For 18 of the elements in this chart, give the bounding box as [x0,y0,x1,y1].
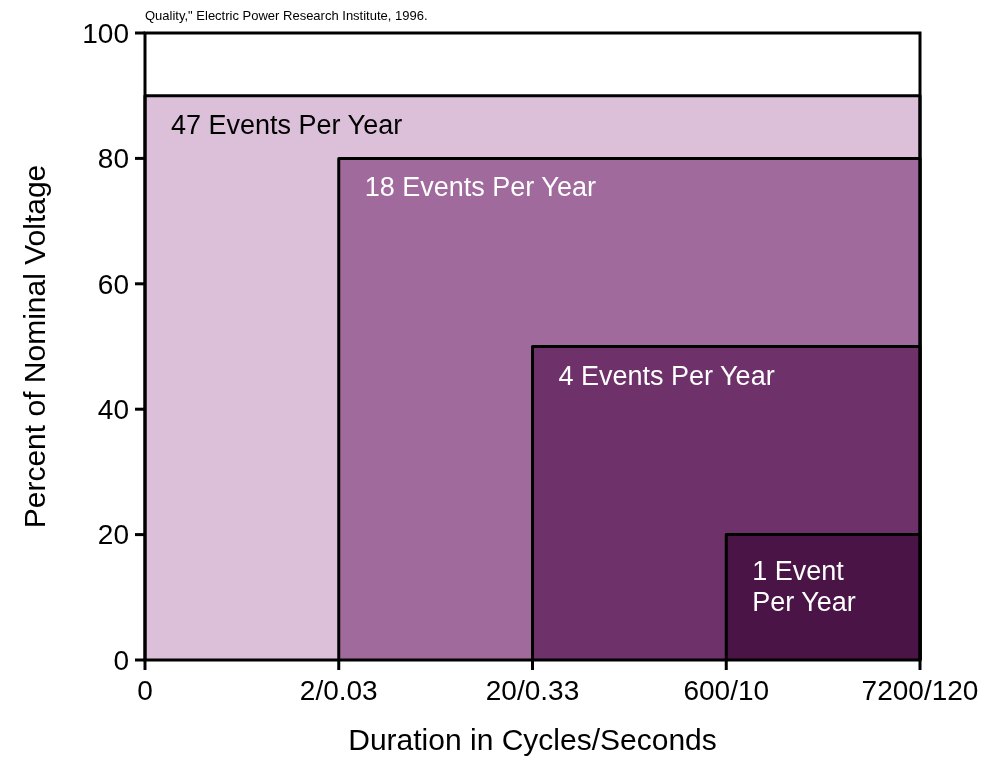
x-tick-label: 0 [137,675,153,706]
y-tick-label: 0 [113,644,129,676]
y-tick-label: 20 [97,519,129,551]
y-tick-label: 100 [82,17,129,49]
x-axis-title: Duration in Cycles/Seconds [348,723,717,756]
text: Quality," Electric Power Research Institute, 1996. [145,8,428,23]
series-label: 1 Event Per Year [752,555,856,617]
x-tick-label: 2/0.03 [299,675,378,706]
y-tick-label: 80 [97,143,129,175]
series-label: 18 Events Per Year [364,172,596,203]
y-tick-label: 40 [97,394,129,425]
x-tick-label: 20/0.33 [485,675,580,706]
x-tick-label: 600/10 [683,675,770,706]
series-label: 4 Events Per Year [558,360,775,391]
y-axis-title: Percent of Nominal Voltage [18,164,51,529]
x-tick-label: 7200/120 [861,675,979,706]
y-tick-label: 60 [97,268,129,300]
series-label: 47 Events Per Year [171,109,403,140]
